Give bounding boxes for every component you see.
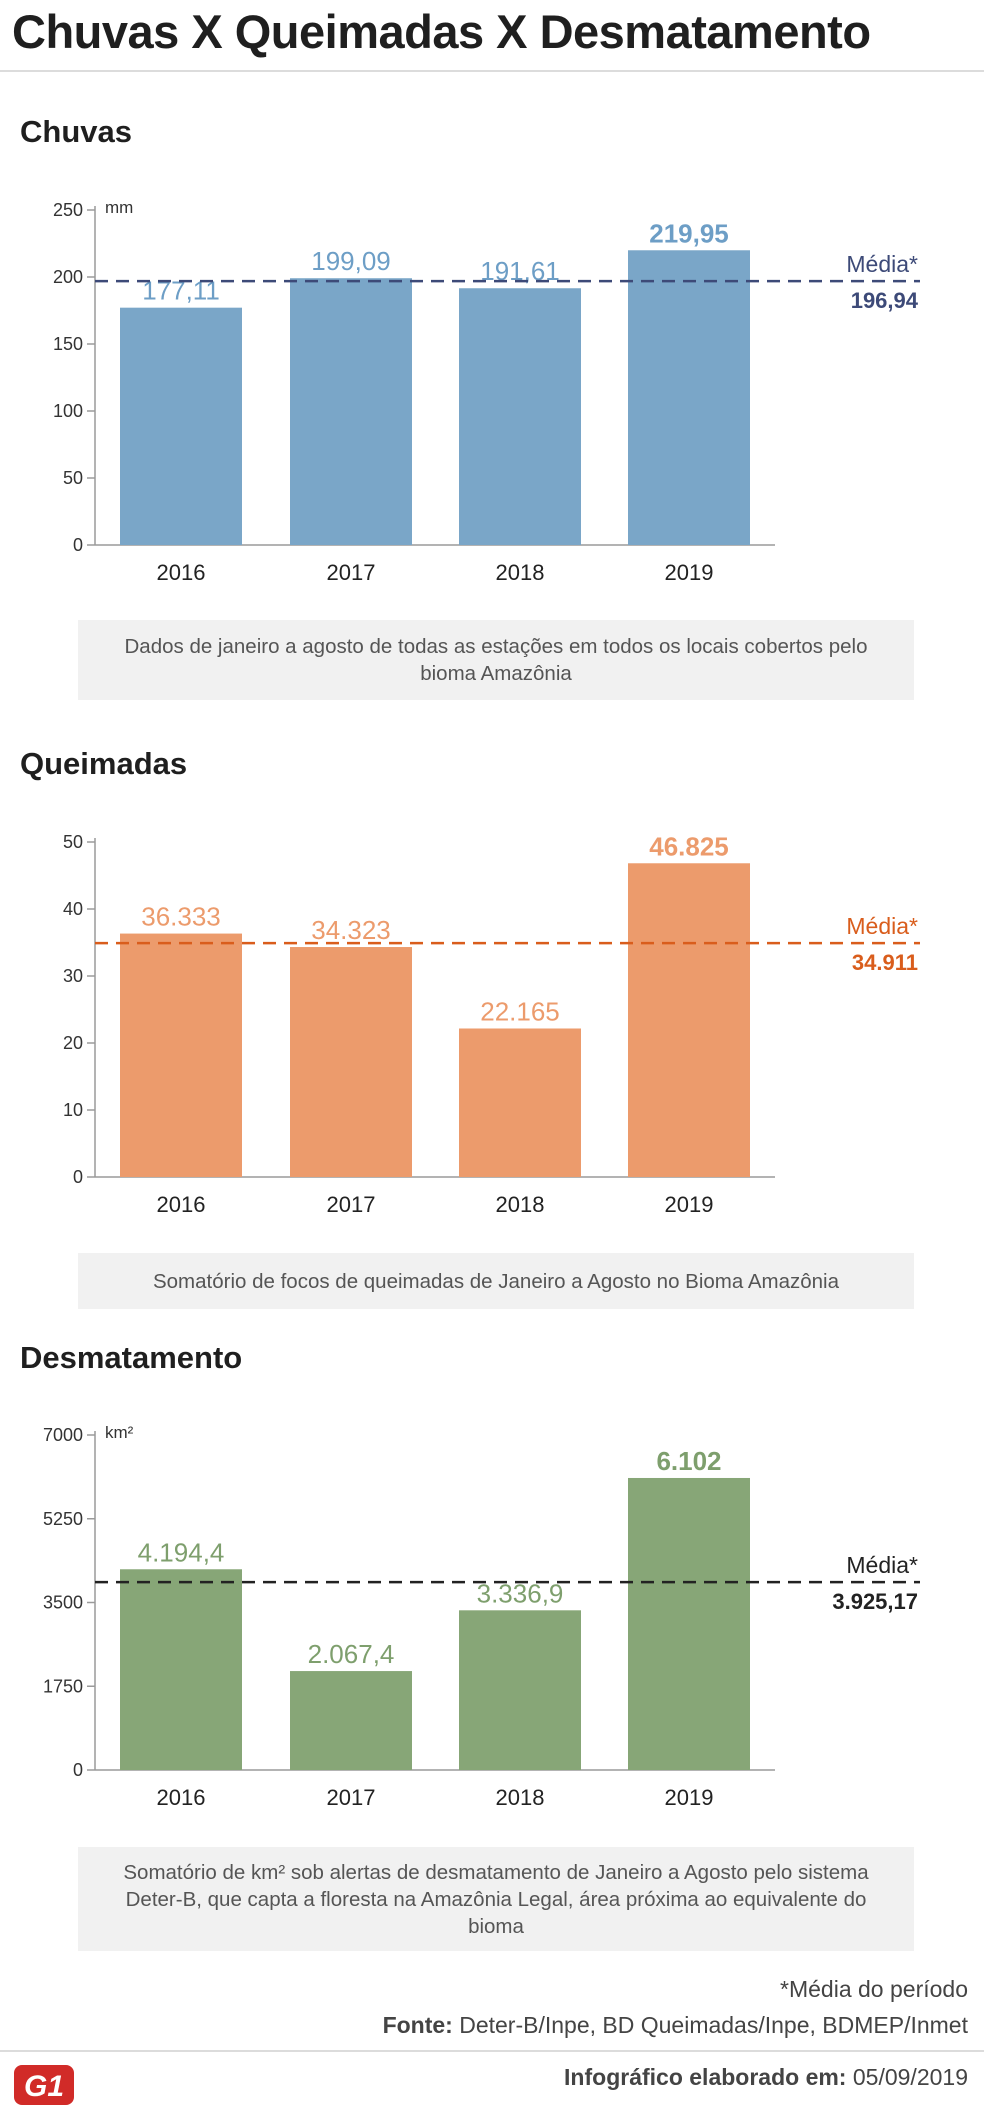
y-tick-label: 1750 xyxy=(43,1676,83,1696)
x-category-label: 2019 xyxy=(665,1192,714,1217)
y-tick-label: 150 xyxy=(53,334,83,354)
bar xyxy=(628,250,750,545)
average-label: Média* xyxy=(846,251,918,277)
x-category-label: 2016 xyxy=(157,1192,206,1217)
footer-divider xyxy=(0,2050,984,2052)
bar-value-label: 46.825 xyxy=(649,831,729,861)
bar-value-label: 22.165 xyxy=(480,996,560,1026)
section-title-desmatamento: Desmatamento xyxy=(20,1340,243,1375)
average-label: Média* xyxy=(846,1552,918,1578)
y-tick-label: 50 xyxy=(63,468,83,488)
y-tick-label: 0 xyxy=(73,1167,83,1187)
average-value-label: 34.911 xyxy=(852,950,918,975)
y-tick-label: 0 xyxy=(73,1760,83,1780)
source-label: Fonte: xyxy=(382,2012,453,2038)
queimadas-note: Somatório de focos de queimadas de Janei… xyxy=(78,1253,914,1309)
chuvas-note: Dados de janeiro a agosto de todas as es… xyxy=(78,620,914,700)
y-tick-label: 100 xyxy=(53,401,83,421)
bar-value-label: 36.333 xyxy=(141,902,221,932)
bar xyxy=(120,933,242,1177)
source-line: Fonte: Deter-B/Inpe, BD Queimadas/Inpe, … xyxy=(383,2012,968,2039)
bar xyxy=(459,1610,581,1770)
x-category-label: 2018 xyxy=(496,1785,545,1810)
source-text: Deter-B/Inpe, BD Queimadas/Inpe, BDMEP/I… xyxy=(459,2012,968,2038)
x-category-label: 2017 xyxy=(327,1192,376,1217)
y-tick-label: 10 xyxy=(63,1100,83,1120)
g1-logo-background xyxy=(14,2065,74,2105)
bar xyxy=(290,1671,412,1770)
desmatamento-bar-chart: 0 1750 3500 5250 7000 km² 4.194,4 2016 2.067,4 20… xyxy=(43,1423,920,1810)
y-unit-label: km² xyxy=(105,1423,134,1442)
y-unit-label: mm xyxy=(105,198,133,217)
desmatamento-note: Somatório de km² sob alertas de desmatam… xyxy=(78,1847,914,1951)
y-tick-label: 200 xyxy=(53,267,83,287)
page-title: Chuvas X Queimadas X Desmatamento xyxy=(12,5,871,58)
title-divider xyxy=(0,70,984,72)
bar xyxy=(120,1569,242,1770)
x-category-label: 2017 xyxy=(327,560,376,585)
bar xyxy=(628,1477,750,1770)
bar xyxy=(290,947,412,1177)
bar-value-label: 199,09 xyxy=(311,246,391,276)
y-tick-label: 3500 xyxy=(43,1593,83,1613)
bar-value-label: 2.067,4 xyxy=(308,1639,395,1669)
average-value-label: 196,94 xyxy=(851,288,919,313)
bar-value-label: 219,95 xyxy=(649,218,729,248)
section-title-queimadas: Queimadas xyxy=(20,746,188,781)
credit-label: Infográfico elaborado em: xyxy=(564,2064,847,2090)
x-category-label: 2018 xyxy=(496,1192,545,1217)
credit-date: 05/09/2019 xyxy=(852,2064,968,2090)
bar xyxy=(120,307,242,545)
x-category-label: 2019 xyxy=(665,560,714,585)
g1-logo-text: G1 xyxy=(24,2070,64,2103)
x-category-label: 2016 xyxy=(157,1785,206,1810)
g1-logo: G1 xyxy=(14,2065,74,2105)
y-tick-label: 5250 xyxy=(43,1509,83,1529)
bar-value-label: 34.323 xyxy=(311,915,391,945)
queimadas-bar-chart: 0 10 20 30 40 50 36.333 2016 34.323 2017 22.165 201… xyxy=(63,831,920,1217)
y-tick-label: 250 xyxy=(53,200,83,220)
x-category-label: 2019 xyxy=(665,1785,714,1810)
bar xyxy=(290,278,412,545)
bar-value-label: 4.194,4 xyxy=(138,1537,225,1567)
y-tick-label: 20 xyxy=(63,1033,83,1053)
y-tick-label: 7000 xyxy=(43,1425,83,1445)
y-tick-label: 30 xyxy=(63,966,83,986)
bar-value-label: 6.102 xyxy=(656,1446,721,1476)
average-footnote: *Média do período xyxy=(780,1976,968,2002)
bar xyxy=(459,1028,581,1177)
x-category-label: 2016 xyxy=(157,560,206,585)
x-category-label: 2018 xyxy=(496,560,545,585)
x-category-label: 2017 xyxy=(327,1785,376,1810)
bar xyxy=(628,863,750,1177)
section-title-chuvas: Chuvas xyxy=(20,114,132,149)
average-label: Média* xyxy=(846,913,918,939)
credit-line: Infográfico elaborado em: 05/09/2019 xyxy=(564,2064,968,2091)
y-tick-label: 40 xyxy=(63,899,83,919)
y-tick-label: 0 xyxy=(73,535,83,555)
y-tick-label: 50 xyxy=(63,832,83,852)
average-value-label: 3.925,17 xyxy=(832,1589,918,1614)
bar xyxy=(459,288,581,545)
